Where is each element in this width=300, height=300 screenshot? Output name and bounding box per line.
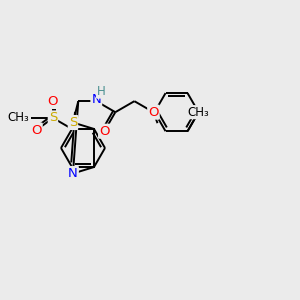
- Text: N: N: [92, 93, 101, 106]
- Text: CH₃: CH₃: [188, 106, 209, 119]
- Text: H: H: [97, 85, 106, 98]
- Text: O: O: [99, 125, 110, 138]
- Text: S: S: [69, 116, 77, 129]
- Text: CH₃: CH₃: [7, 111, 29, 124]
- Text: O: O: [48, 95, 58, 108]
- Text: O: O: [31, 124, 42, 136]
- Text: S: S: [49, 111, 57, 124]
- Text: N: N: [68, 167, 78, 180]
- Text: O: O: [148, 106, 159, 119]
